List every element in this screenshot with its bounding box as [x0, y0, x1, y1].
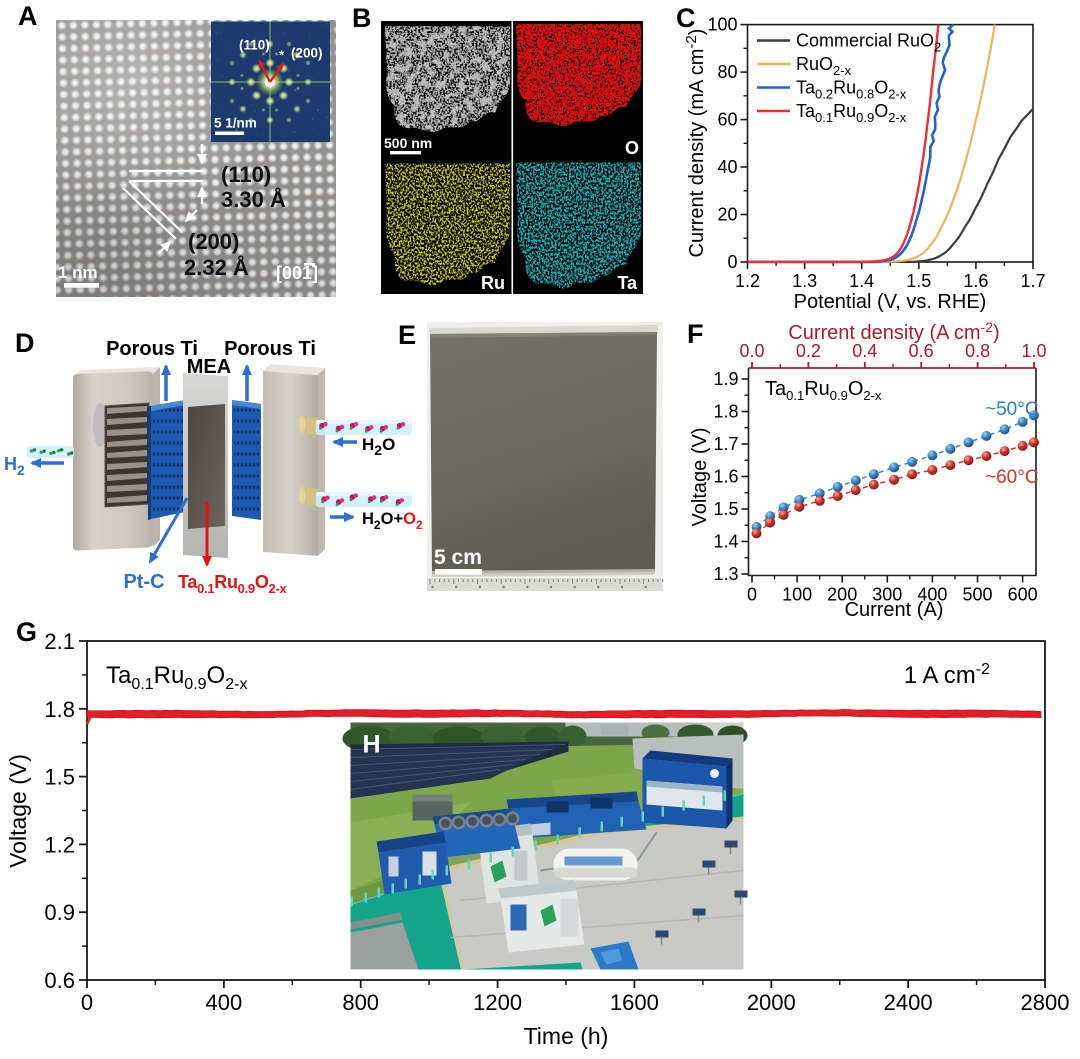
svg-text:5 cm: 5 cm: [434, 546, 482, 569]
svg-text:Ta0.1Ru0.9O2-x: Ta0.1Ru0.9O2-x: [178, 572, 287, 596]
svg-text:2.32 Å: 2.32 Å: [184, 254, 249, 280]
svg-text:2.1: 2.1: [44, 629, 75, 654]
svg-text:Ta0.1Ru0.9O2-x: Ta0.1Ru0.9O2-x: [796, 101, 907, 125]
svg-text:Commercial RuO2: Commercial RuO2: [796, 31, 941, 55]
svg-text:300: 300: [872, 585, 902, 605]
svg-text:1.4: 1.4: [849, 271, 874, 291]
svg-text:20: 20: [717, 205, 737, 225]
svg-text:(200): (200): [291, 46, 323, 61]
svg-text:H2O: H2O: [362, 435, 395, 458]
svg-text:*: *: [279, 48, 285, 63]
svg-text:2400: 2400: [884, 990, 933, 1015]
svg-text:3.30 Å: 3.30 Å: [221, 186, 286, 212]
svg-text:1.9: 1.9: [713, 369, 738, 389]
svg-text:1.4: 1.4: [713, 532, 738, 552]
svg-text:600: 600: [1008, 585, 1038, 605]
svg-text:1.2: 1.2: [735, 271, 760, 291]
svg-text:Potential (V, vs. RHE): Potential (V, vs. RHE): [794, 291, 987, 313]
svg-text:1600: 1600: [610, 990, 659, 1015]
svg-text:5 1/nm: 5 1/nm: [214, 116, 257, 131]
svg-text:100: 100: [707, 15, 737, 35]
svg-text:MEA: MEA: [187, 356, 231, 378]
svg-text:0: 0: [81, 990, 93, 1015]
svg-text:0.6: 0.6: [44, 968, 75, 993]
svg-text:H2: H2: [4, 454, 25, 478]
svg-text:1.3: 1.3: [792, 271, 817, 291]
svg-text:1.6: 1.6: [713, 467, 738, 487]
svg-text:400: 400: [917, 585, 947, 605]
svg-text:500 nm: 500 nm: [384, 135, 432, 151]
svg-text:(110): (110): [239, 38, 270, 53]
svg-text:Ta: Ta: [617, 273, 638, 293]
svg-text:80: 80: [717, 62, 737, 82]
svg-text:Porous Ti: Porous Ti: [224, 338, 316, 360]
svg-text:(200): (200): [188, 229, 239, 254]
svg-text:0: 0: [727, 252, 737, 272]
svg-text:200: 200: [827, 585, 857, 605]
svg-text:Current density (A cm-2): Current density (A cm-2): [788, 320, 999, 344]
svg-text:Porous Ti: Porous Ti: [106, 338, 198, 360]
svg-text:500: 500: [962, 585, 992, 605]
svg-text:Ta0.2Ru0.8O2-x: Ta0.2Ru0.8O2-x: [796, 78, 907, 102]
svg-text:Voltage (V): Voltage (V): [689, 428, 711, 527]
svg-text:60: 60: [717, 110, 737, 130]
svg-text:O: O: [625, 138, 639, 158]
svg-text:Ru: Ru: [481, 273, 505, 293]
svg-text:H: H: [363, 731, 381, 759]
svg-text:1.0: 1.0: [1021, 341, 1046, 361]
svg-text:0.8: 0.8: [965, 341, 990, 361]
svg-text:[001]: [001]: [276, 263, 318, 283]
svg-text:Time (h): Time (h): [524, 1023, 609, 1049]
svg-text:~60°C: ~60°C: [985, 467, 1039, 488]
svg-text:1.5: 1.5: [713, 499, 738, 519]
svg-text:Current density (mA cm-2): Current density (mA cm-2): [683, 29, 708, 258]
svg-text:1.5: 1.5: [44, 765, 75, 790]
svg-text:Pt-C: Pt-C: [123, 571, 164, 593]
svg-text:H2O+O2: H2O+O2: [362, 510, 423, 532]
svg-text:2800: 2800: [1021, 990, 1070, 1015]
svg-text:Current (A): Current (A): [845, 599, 944, 620]
svg-text:Ta0.1Ru0.9O2-x: Ta0.1Ru0.9O2-x: [765, 378, 882, 403]
svg-text:Ta0.1Ru0.9O2-x: Ta0.1Ru0.9O2-x: [106, 662, 247, 693]
svg-text:400: 400: [206, 990, 243, 1015]
svg-text:1.7: 1.7: [713, 434, 738, 454]
svg-text:100: 100: [782, 585, 812, 605]
svg-text:800: 800: [342, 990, 379, 1015]
svg-text:1.3: 1.3: [713, 564, 738, 584]
svg-text:Voltage (V): Voltage (V): [5, 754, 31, 868]
svg-text:0: 0: [747, 585, 757, 605]
svg-text:1.7: 1.7: [1020, 271, 1045, 291]
svg-text:1 nm: 1 nm: [58, 263, 98, 282]
svg-text:1.5: 1.5: [906, 271, 931, 291]
svg-text:1.6: 1.6: [963, 271, 988, 291]
svg-text:~50°C: ~50°C: [985, 399, 1039, 420]
svg-text:0.0: 0.0: [739, 341, 764, 361]
svg-text:RuO2-x: RuO2-x: [796, 54, 852, 78]
svg-text:(110): (110): [221, 162, 271, 187]
svg-text:1.8: 1.8: [713, 402, 738, 422]
svg-text:0.2: 0.2: [796, 341, 821, 361]
svg-text:1.2: 1.2: [44, 832, 75, 857]
svg-text:1 A cm-2: 1 A cm-2: [904, 661, 990, 689]
svg-text:1200: 1200: [473, 990, 522, 1015]
svg-text:0.4: 0.4: [852, 341, 877, 361]
svg-text:0.9: 0.9: [44, 900, 75, 925]
svg-text:40: 40: [717, 157, 737, 177]
svg-text:1.8: 1.8: [44, 697, 75, 722]
svg-text:0.6: 0.6: [909, 341, 934, 361]
svg-text:2000: 2000: [747, 990, 796, 1015]
